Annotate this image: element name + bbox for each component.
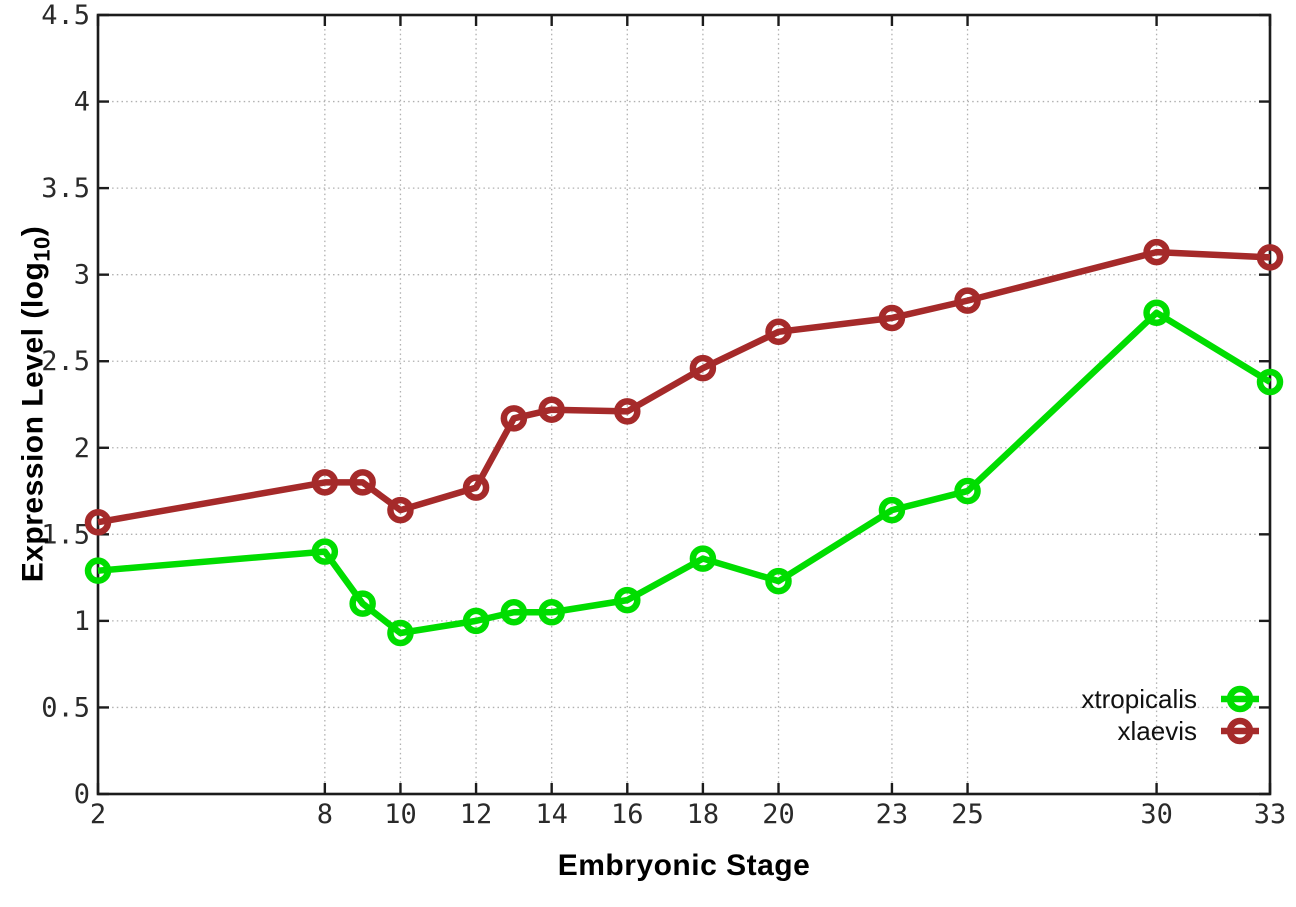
data-point-xlaevis-stage-25 bbox=[954, 287, 981, 314]
x-tick-label: 33 bbox=[1254, 799, 1287, 830]
data-point-xlaevis-stage-12 bbox=[462, 474, 490, 501]
data-point-xtropicalis-stage-18 bbox=[689, 545, 717, 572]
data-point-xlaevis-stage-20 bbox=[765, 318, 792, 346]
series-line-xlaevis bbox=[97, 248, 1271, 526]
data-point-xtropicalis-stage-13 bbox=[500, 598, 528, 626]
data-point-xlaevis-stage-2 bbox=[84, 508, 112, 536]
legend-marker-xtropicalis bbox=[1221, 685, 1259, 713]
x-tick-label: 25 bbox=[951, 799, 984, 830]
data-point-xlaevis-stage-8 bbox=[311, 469, 339, 496]
data-point-xtropicalis-stage-14 bbox=[538, 598, 565, 626]
data-point-xtropicalis-stage-12 bbox=[462, 607, 490, 635]
y-tick-label: 3.5 bbox=[41, 173, 90, 204]
x-tick-label: 23 bbox=[876, 799, 909, 830]
data-point-xtropicalis-stage-9 bbox=[349, 590, 376, 617]
y-tick-label: 1.5 bbox=[41, 519, 90, 550]
y-tick-label: 3 bbox=[74, 260, 90, 291]
x-tick-label: 18 bbox=[687, 799, 720, 830]
data-point-xlaevis-stage-13 bbox=[500, 405, 528, 432]
x-axis-title: Embryonic Stage bbox=[557, 849, 811, 882]
data-point-xlaevis-stage-9 bbox=[349, 469, 376, 496]
y-tick-labels: 0 0.5 1 1.5 2 2.5 3 3.5 4 4.5 bbox=[41, 0, 90, 810]
y-tick-label: 2 bbox=[74, 433, 90, 464]
data-point-xtropicalis-stage-2 bbox=[84, 557, 112, 584]
x-tick-label: 10 bbox=[384, 799, 417, 830]
data-point-xlaevis-stage-30 bbox=[1143, 238, 1170, 266]
x-tick-label: 20 bbox=[762, 799, 795, 830]
x-tick-label: 2 bbox=[90, 799, 106, 830]
y-tick-label: 0.5 bbox=[41, 692, 90, 723]
data-point-xtropicalis-stage-10 bbox=[387, 619, 414, 647]
data-point-xlaevis-stage-23 bbox=[878, 304, 906, 332]
y-tick-label: 0 bbox=[74, 779, 90, 810]
data-point-xtropicalis-stage-8 bbox=[311, 538, 339, 565]
data-point-xlaevis-stage-33 bbox=[1256, 244, 1284, 271]
y-axis-title-subscript: 10 bbox=[29, 236, 55, 262]
x-tick-label: 12 bbox=[460, 799, 493, 830]
x-tick-label: 16 bbox=[611, 799, 644, 830]
legend-marker-xlaevis bbox=[1221, 717, 1259, 745]
data-point-xtropicalis-stage-25 bbox=[954, 477, 981, 505]
data-point-xtropicalis-stage-30 bbox=[1143, 299, 1170, 327]
data-point-xlaevis-stage-14 bbox=[538, 396, 565, 423]
series-xlaevis bbox=[84, 238, 1284, 536]
legend-label-xlaevis: xlaevis bbox=[1118, 716, 1197, 746]
y-axis-title-text: Expression Level (log bbox=[16, 261, 50, 583]
x-tick-labels: 2 8 10 12 14 16 18 20 23 25 30 33 bbox=[90, 799, 1286, 830]
data-point-xtropicalis-stage-16 bbox=[614, 586, 641, 614]
legend-label-xtropicalis: xtropicalis bbox=[1081, 684, 1197, 714]
gridlines bbox=[98, 15, 1270, 794]
x-tick-label: 8 bbox=[317, 799, 333, 830]
legend-sample-point bbox=[1226, 685, 1254, 713]
data-point-xlaevis-stage-18 bbox=[689, 354, 717, 382]
data-point-xtropicalis-stage-23 bbox=[878, 496, 906, 524]
y-tick-label: 4.5 bbox=[41, 0, 90, 31]
y-axis-title: Expression Level (log10) bbox=[17, 226, 56, 583]
data-point-xtropicalis-stage-33 bbox=[1256, 368, 1284, 396]
data-point-xlaevis-stage-10 bbox=[387, 496, 414, 524]
x-tick-label: 14 bbox=[535, 799, 568, 830]
series-xtropicalis bbox=[84, 299, 1284, 647]
x-tick-label: 30 bbox=[1140, 799, 1173, 830]
data-point-xlaevis-stage-16 bbox=[614, 398, 641, 425]
series-line-xtropicalis bbox=[97, 309, 1272, 637]
y-axis-title-suffix: ) bbox=[16, 225, 50, 237]
y-tick-label: 1 bbox=[74, 606, 90, 637]
data-point-xtropicalis-stage-20 bbox=[765, 567, 792, 595]
plot-frame bbox=[96, 13, 1272, 796]
y-tick-label: 2.5 bbox=[41, 346, 90, 377]
legend-sample-point bbox=[1226, 717, 1254, 745]
axis-ticks bbox=[96, 13, 1272, 796]
y-tick-label: 4 bbox=[74, 87, 90, 118]
